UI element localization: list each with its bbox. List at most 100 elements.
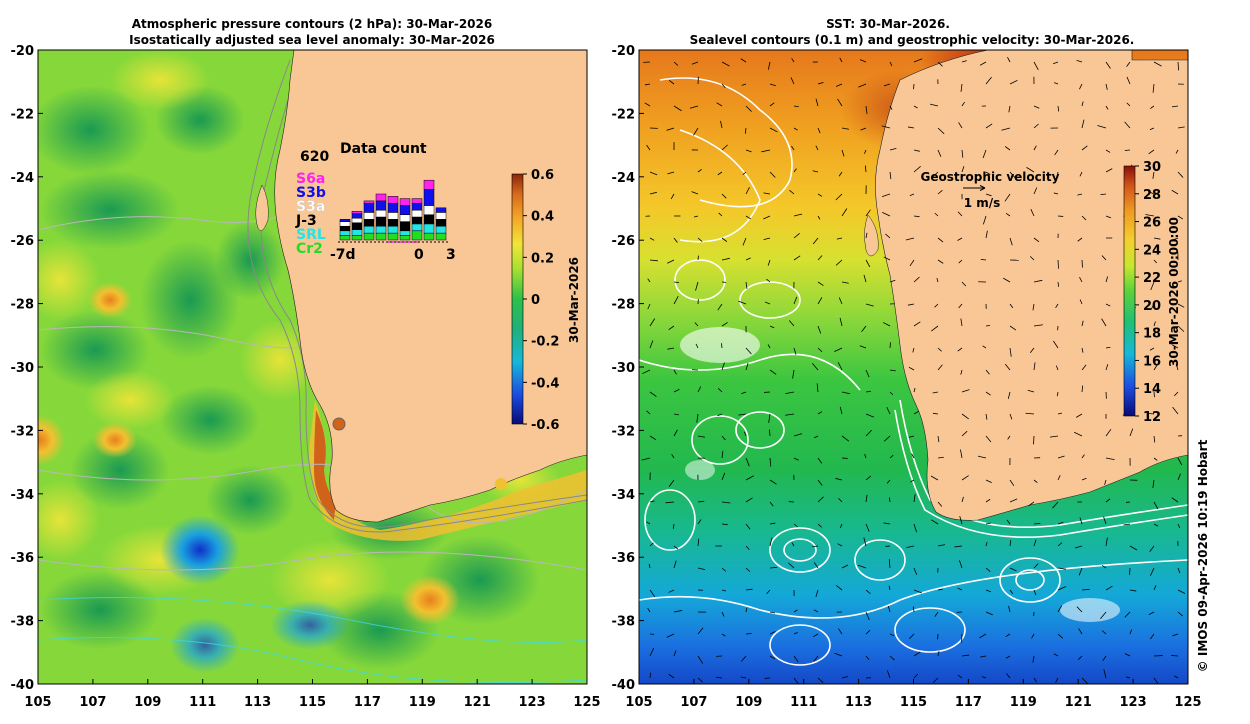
colorbar-tick-label: 14 [1143, 382, 1161, 397]
x-tick-label: 125 [573, 695, 600, 710]
y-tick-label: -26 [612, 234, 636, 249]
y-tick-label: -26 [11, 234, 35, 249]
inset-bar-segment [364, 212, 374, 219]
y-tick-label: -28 [612, 298, 636, 313]
y-tick-label: -40 [11, 678, 35, 693]
inset-bar-segment [376, 226, 386, 233]
x-tick-label: 117 [354, 695, 381, 710]
x-tick-label: 115 [299, 695, 326, 710]
left-map-field [15, 50, 587, 684]
inset-bar-segment [436, 233, 446, 240]
inset-bar-segment [340, 235, 350, 240]
x-tick-label: 105 [24, 695, 51, 710]
inset-bar-segment [340, 222, 350, 227]
y-tick-label: -38 [612, 615, 636, 630]
left-title-line1: Atmospheric pressure contours (2 hPa): 3… [132, 17, 492, 31]
inset-title: Data count [340, 141, 427, 157]
velocity-arrow [1171, 655, 1178, 656]
inset-bar-segment [424, 206, 434, 215]
inset-bar-segment [400, 199, 410, 206]
x-tick-label: 111 [189, 695, 216, 710]
y-tick-label: -36 [11, 551, 35, 566]
inset-bar-segment [388, 226, 398, 233]
left-map: Atmospheric pressure contours (2 hPa): 3… [11, 17, 601, 710]
right-map: SST: 30-Mar-2026. Sealevel contours (0.1… [612, 17, 1202, 710]
inset-bar-segment [364, 233, 374, 240]
inset-bar-segment [412, 224, 422, 231]
inset-bar-segment [364, 226, 374, 233]
inset-bar-segment [352, 235, 362, 240]
colorbar-tick-label: 22 [1143, 271, 1161, 286]
y-tick-label: -20 [612, 44, 636, 59]
x-tick-label: 109 [134, 695, 161, 710]
velocity-arrow [674, 282, 679, 283]
velocity-arrow [1125, 150, 1130, 151]
x-tick-label: 107 [680, 695, 707, 710]
colorbar-tick-label: 26 [1143, 216, 1161, 231]
velocity-arrow [746, 633, 752, 634]
inset-bar-segment [388, 233, 398, 240]
x-tick-label: 109 [735, 695, 762, 710]
inset-bar-segment [388, 212, 398, 219]
inset-bar-segment [352, 211, 362, 213]
colorbar-tick-label: 0.6 [531, 168, 554, 183]
right-title-line2: Sealevel contours (0.1 m) and geostrophi… [690, 33, 1135, 47]
x-tick-label: 119 [409, 695, 436, 710]
inset-bar-segment [436, 212, 446, 219]
x-tick-label: 121 [1065, 695, 1092, 710]
inset-bar-segment [376, 217, 386, 226]
x-tick-label: 119 [1010, 695, 1037, 710]
inset-bar-segment [376, 194, 386, 201]
inset-bar-segment [412, 217, 422, 224]
colorbar-tick-label: -0.4 [531, 376, 559, 391]
inset-bar-segment [424, 189, 434, 205]
inset-bar-segment [352, 230, 362, 236]
colorbar-tick-label: 18 [1143, 327, 1161, 342]
inset-x-label-zero: 0 [414, 247, 424, 263]
inset-x-label-end: 3 [446, 247, 456, 263]
x-tick-label: 125 [1174, 695, 1201, 710]
inset-bar-segment [400, 206, 410, 215]
y-tick-label: -32 [612, 424, 636, 439]
colorbar-tick-label: 28 [1143, 188, 1161, 203]
inset-bar-segment [352, 218, 362, 223]
inset-bar-segment [424, 215, 434, 224]
colorbar-tick-label: 0.4 [531, 210, 554, 225]
colorbar-tick-label: 16 [1143, 354, 1161, 369]
x-tick-label: 117 [955, 695, 982, 710]
colorbar-tick-label: 30 [1143, 160, 1161, 175]
inset-bar-segment [400, 215, 410, 222]
colorbar-tick-label: 0 [531, 293, 540, 308]
inset-bar-segment [388, 196, 398, 203]
velocity-legend-scale: 1 m/s [964, 196, 1001, 210]
inset-bar-segment [352, 223, 362, 230]
inset-bar-segment [388, 219, 398, 226]
colorbar-tick-label: -0.2 [531, 335, 559, 350]
y-tick-label: -20 [11, 44, 35, 59]
y-tick-label: -22 [612, 107, 636, 122]
y-tick-label: -30 [11, 361, 35, 376]
x-tick-label: 113 [244, 695, 271, 710]
inset-bar-segment [364, 203, 374, 212]
inset-bar-segment [436, 208, 446, 213]
y-tick-label: -28 [11, 298, 35, 313]
x-tick-label: 115 [900, 695, 927, 710]
x-tick-label: 105 [625, 695, 652, 710]
y-tick-label: -30 [612, 361, 636, 376]
colorbar-tick-label: 0.2 [531, 251, 554, 266]
velocity-arrow [721, 343, 722, 348]
x-tick-label: 113 [845, 695, 872, 710]
inset-bar-segment [400, 222, 410, 231]
y-tick-label: -24 [11, 171, 35, 186]
x-tick-label: 123 [519, 695, 546, 710]
velocity-arrow [1058, 260, 1059, 269]
velocity-arrow [986, 325, 990, 326]
inset-bar-segment [424, 233, 434, 240]
y-tick-label: -32 [11, 424, 35, 439]
colorbar-tick-label: 24 [1143, 243, 1161, 258]
y-tick-label: -40 [612, 678, 636, 693]
colorbar-tick-label: 12 [1143, 410, 1161, 425]
velocity-arrow [889, 497, 890, 502]
sla-colorbar-label: 30-Mar-2026 [567, 257, 581, 343]
